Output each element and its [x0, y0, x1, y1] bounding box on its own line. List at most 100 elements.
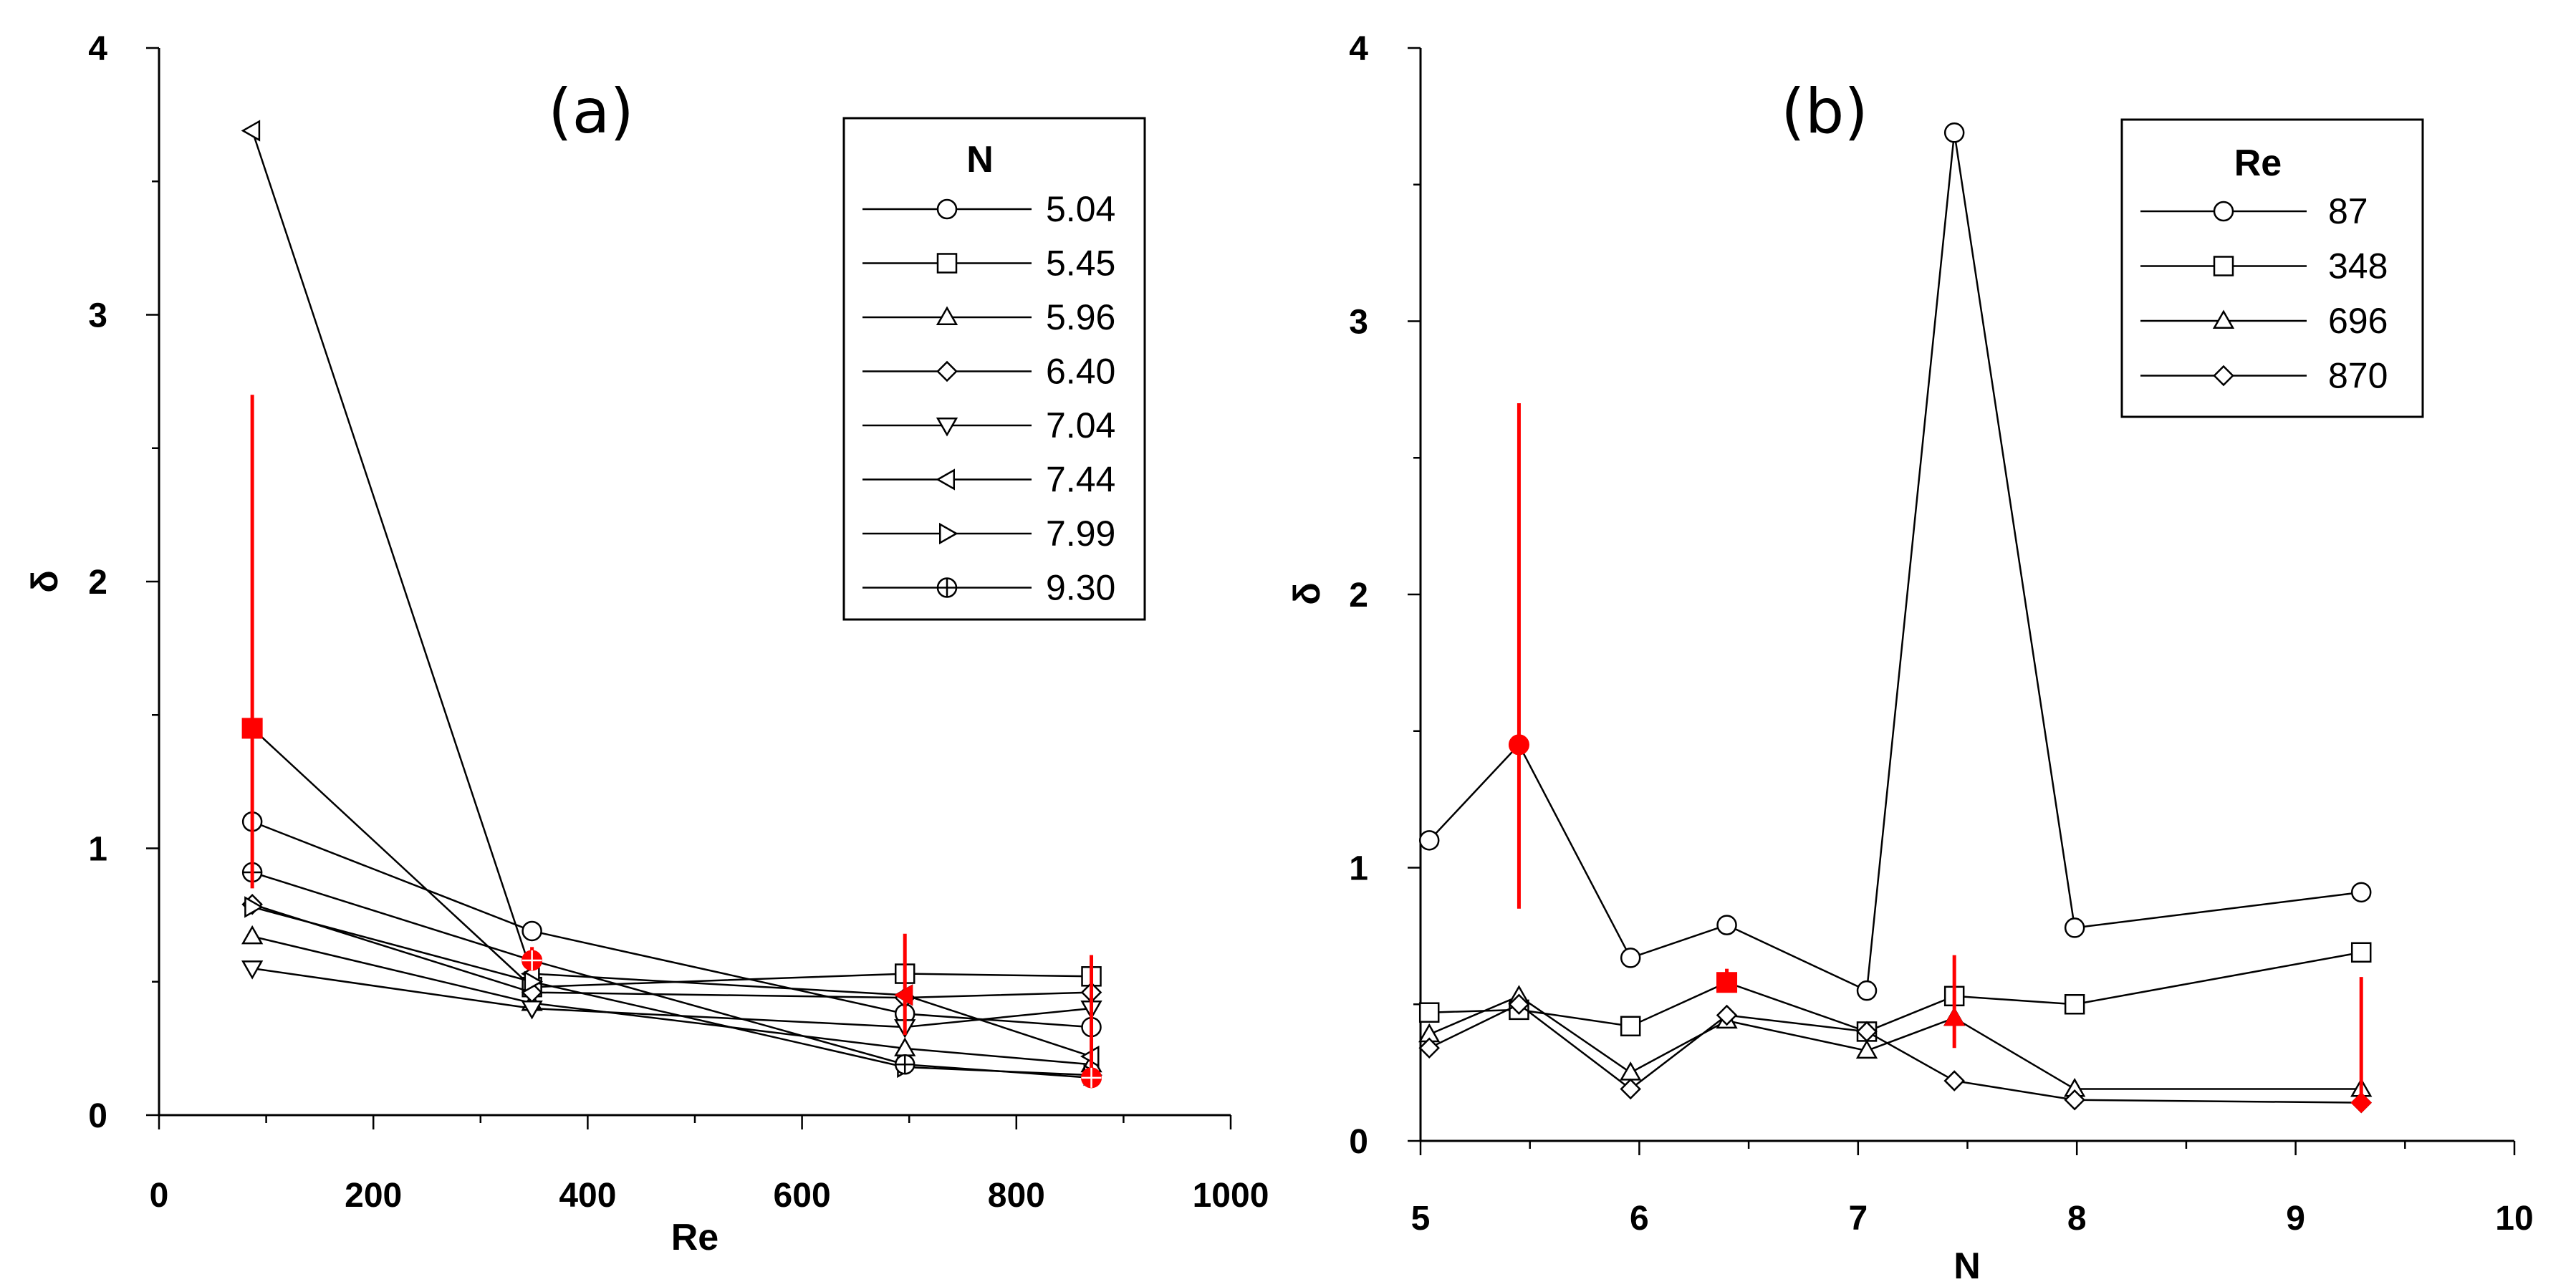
series-7.04 [241, 960, 1102, 1038]
x-tick-label: 800 [988, 1177, 1045, 1215]
data-point [894, 1054, 915, 1075]
y-tick-label: 4 [88, 30, 107, 68]
data-point [1620, 1078, 1641, 1100]
legend-title: N [966, 139, 994, 180]
data-point [522, 920, 542, 942]
x-tick-label: 5 [1411, 1200, 1431, 1238]
legend: N 5.04 5.45 5.96 6.40 7.04 7.44 7.99 9.30 [842, 117, 1146, 621]
series-line [251, 727, 1092, 988]
highlight [522, 947, 543, 971]
legend-label: 87 [2328, 191, 2368, 231]
legend-label: 5.96 [1046, 297, 1115, 337]
series-5.04 [241, 811, 1102, 1038]
highlight [1716, 968, 1738, 993]
highlight [241, 395, 263, 889]
data-point [1418, 830, 1440, 851]
x-tick-label: 400 [559, 1177, 616, 1215]
highlight-marker [1508, 734, 1529, 756]
data-point [1716, 915, 1737, 935]
y-tick-label: 0 [88, 1097, 107, 1135]
legend-label: 7.04 [1046, 405, 1115, 445]
highlight-marker [1943, 1007, 1966, 1026]
legend-marker [939, 522, 958, 545]
highlight [894, 933, 913, 1036]
legend-box [2120, 118, 2424, 418]
series-line [251, 935, 1092, 1066]
legend-item: 348 [2140, 246, 2388, 286]
legend: Re 87 348 696 870 [2120, 118, 2424, 418]
data-point [2350, 882, 2372, 903]
legend-marker [936, 360, 958, 382]
legend-title: Re [2234, 143, 2282, 184]
panel-b-chart: 0 1 2 3 4 5 6 7 8 9 10 Nδ (b) Re 87 348 696 870 [1287, 30, 2534, 1282]
legend-item: 696 [2140, 301, 2388, 341]
legend-label: 348 [2328, 246, 2388, 286]
data-point [2350, 942, 2372, 963]
y-axis-title: δ [1287, 582, 1328, 605]
data-point [1856, 980, 1878, 1001]
data-point [1418, 1037, 1440, 1059]
legend-label: 6.40 [1046, 352, 1115, 392]
y-tick-label: 4 [1349, 30, 1368, 68]
series-696 [1418, 985, 2373, 1097]
highlight [1508, 403, 1529, 909]
legend-label: 5.45 [1046, 244, 1115, 284]
x-tick-label: 7 [1848, 1200, 1868, 1238]
legend-label: 7.44 [1046, 460, 1115, 500]
data-point [2064, 994, 2085, 1015]
legend-item: 87 [2140, 191, 2368, 231]
x-tick-label: 1000 [1193, 1177, 1269, 1215]
x-tick-label: 6 [1630, 1200, 1649, 1238]
legend-item: 7.99 [862, 514, 1115, 554]
legend-label: 7.99 [1046, 514, 1115, 554]
highlight-marker [522, 950, 543, 971]
x-tick-label: 8 [2067, 1200, 2087, 1238]
data-point [1418, 1002, 1440, 1023]
data-point [1855, 1039, 1878, 1059]
series-line [251, 906, 1092, 1076]
legend-item: 6.40 [862, 352, 1115, 392]
series-5.45 [241, 718, 1102, 998]
series-line [251, 871, 1092, 1079]
data-point [1943, 122, 1965, 143]
data-point [241, 960, 264, 980]
highlight-marker [894, 984, 913, 1006]
y-tick-label: 2 [1349, 577, 1368, 615]
series-line [1429, 951, 2362, 1033]
series-line [251, 130, 1092, 1058]
legend-marker [936, 577, 958, 598]
legend-marker [936, 468, 955, 491]
highlight-marker [241, 718, 263, 739]
legend-item: 7.44 [862, 460, 1115, 500]
legend-marker [2212, 309, 2235, 329]
series-line [1428, 995, 2362, 1090]
series-line [1428, 1003, 2362, 1104]
panel-a-chart: 0 1 2 3 4 0 200 400 600 800 1000 Re δ (a) N 5.04 5.45 5.9… [24, 30, 1269, 1258]
data-point [521, 1001, 543, 1020]
legend-label: 870 [2328, 356, 2388, 396]
data-point [1620, 1016, 1641, 1037]
series-line [251, 903, 1092, 999]
data-point [2064, 917, 2085, 938]
legend-item: 5.45 [862, 244, 1115, 284]
data-point [241, 120, 261, 142]
series-line [251, 821, 1092, 1028]
legend-label: 5.04 [1046, 189, 1115, 229]
legend-item: 5.04 [862, 189, 1115, 229]
highlight-marker [1081, 1067, 1102, 1089]
y-tick-label: 3 [88, 297, 107, 335]
legend-item: 7.04 [862, 405, 1115, 445]
legend-item: 9.30 [862, 568, 1115, 608]
y-tick-label: 3 [1349, 304, 1368, 342]
legend-marker [2213, 201, 2234, 222]
data-point [1716, 1004, 1738, 1026]
x-tick-label: 600 [774, 1177, 831, 1215]
y-tick-label: 2 [88, 564, 107, 602]
data-point [1943, 1070, 1965, 1091]
x-tick-label: 200 [345, 1177, 402, 1215]
x-tick-label: 0 [150, 1177, 169, 1215]
legend-label: 696 [2328, 301, 2388, 341]
y-axis-title: δ [24, 570, 66, 593]
legend-marker [936, 198, 958, 220]
legend-label: 9.30 [1046, 568, 1115, 608]
